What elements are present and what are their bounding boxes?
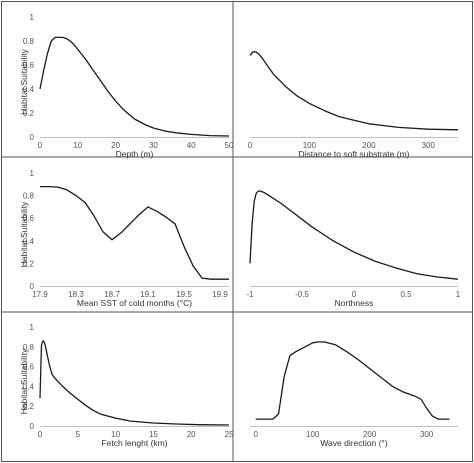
x-tick-label: 0 <box>38 430 43 439</box>
y-tick-label: 0 <box>30 422 35 431</box>
series-line <box>39 340 230 426</box>
x-tick-label: 20 <box>187 430 196 439</box>
x-tick-label: -1 <box>246 290 254 299</box>
x-tick-label: 1 <box>456 290 461 299</box>
x-axis-label: Wave direction (°) <box>320 438 387 448</box>
x-axis-label: Fetch lenght (km) <box>101 438 167 448</box>
x-tick-label: 5 <box>76 430 81 439</box>
y-tick-label: 0.6 <box>23 61 35 70</box>
x-tick-label: 17.9 <box>32 290 48 299</box>
x-tick-label: 19.5 <box>176 290 192 299</box>
x-axis-label: Depth (m) <box>116 149 154 159</box>
y-axis-label: Habitat Suitability <box>19 48 29 114</box>
x-tick-label: 200 <box>362 141 376 150</box>
x-tick-label: 0 <box>352 290 357 299</box>
x-tick-label: 10 <box>73 141 82 150</box>
y-tick-label: 0.4 <box>23 237 35 246</box>
x-tick-label: 200 <box>363 430 377 439</box>
x-tick-label: 10 <box>111 430 120 439</box>
y-tick-label: 1 <box>30 169 35 178</box>
y-tick-label: 0.2 <box>23 259 35 268</box>
x-tick-label: 0 <box>248 141 253 150</box>
y-tick-label: 0.6 <box>23 363 35 372</box>
x-tick-label: 15 <box>149 430 158 439</box>
y-tick-label: 0.8 <box>23 192 35 201</box>
x-tick-label: 50 <box>225 141 234 150</box>
x-tick-label: 19.9 <box>212 290 228 299</box>
y-tick-label: 0.6 <box>23 214 35 223</box>
x-tick-label: 100 <box>303 141 317 150</box>
x-axis-label: Northness <box>335 298 374 308</box>
x-axis-label: Mean SST of cold months (°C) <box>77 298 192 308</box>
x-tick-label: 0.5 <box>400 290 412 299</box>
y-tick-label: 0 <box>30 133 35 142</box>
x-tick-label: 100 <box>306 430 320 439</box>
x-tick-label: 0 <box>38 141 43 150</box>
series-line <box>39 36 230 137</box>
x-tick-label: 19.1 <box>140 290 156 299</box>
x-axis-label: Distance to soft substrate (m) <box>298 149 409 159</box>
y-axis-label: Habitat Suitability <box>19 201 29 267</box>
y-axis-label: Habitat Suitability <box>19 348 29 414</box>
x-tick-label: 0 <box>253 430 258 439</box>
series-line <box>255 341 450 420</box>
y-tick-label: 0.2 <box>23 402 35 411</box>
y-tick-label: 0 <box>30 282 35 291</box>
x-tick-label: 40 <box>187 141 196 150</box>
panel-6: 0 100 200 300 Wave direction (°) <box>250 341 458 448</box>
series-line <box>249 190 459 280</box>
series-line <box>249 51 459 131</box>
x-tick-label: 18.7 <box>104 290 120 299</box>
panel-4: -1 -0.5 0 0.5 1 Northness <box>246 190 461 308</box>
series-line <box>40 185 229 280</box>
panel-3: 0 0.2 0.4 0.6 0.8 1 17.9 18.3 18.7 19.1 19.5 19.9 Me… <box>19 169 229 308</box>
y-tick-label: 0.2 <box>23 109 35 118</box>
x-tick-label: -0.5 <box>295 290 309 299</box>
x-tick-label: 25 <box>225 430 234 439</box>
panel-2: 0 100 200 300 Distance to soft substrate (m) <box>248 51 459 159</box>
y-tick-label: 1 <box>30 323 35 332</box>
y-tick-label: 0.4 <box>23 85 35 94</box>
x-tick-label: 300 <box>422 141 436 150</box>
x-tick-label: 18.3 <box>68 290 84 299</box>
x-tick-label: 300 <box>420 430 434 439</box>
y-tick-label: 0.8 <box>23 37 35 46</box>
y-tick-label: 0.8 <box>23 343 35 352</box>
y-tick-label: 1 <box>30 13 35 22</box>
x-tick-label: 20 <box>111 141 120 150</box>
x-tick-label: 30 <box>149 141 158 150</box>
y-tick-label: 0.4 <box>23 382 35 391</box>
